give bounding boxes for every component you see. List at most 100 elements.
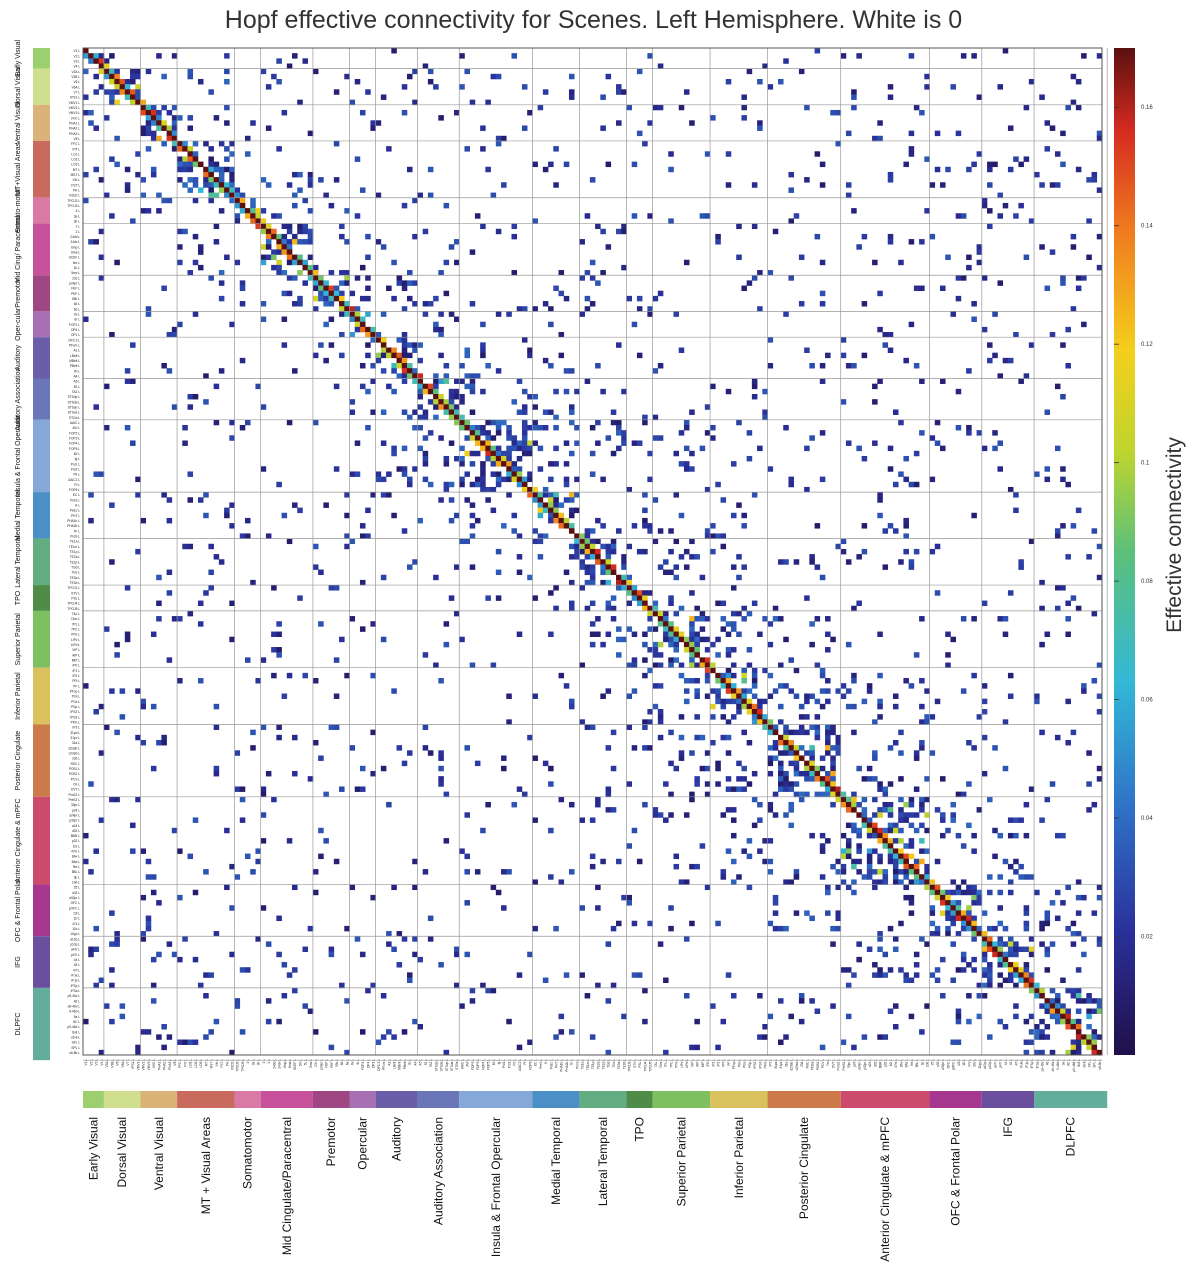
heatmap-cell (297, 270, 303, 276)
heatmap-cell (626, 843, 632, 849)
heatmap-cell (673, 641, 680, 648)
left-group-swatch (33, 104, 50, 141)
heatmap-cell (746, 853, 753, 860)
heatmap-cell (297, 259, 303, 266)
heatmap-cell (725, 652, 732, 658)
heatmap-cell (527, 951, 533, 958)
heatmap-cell (1007, 962, 1014, 968)
region-label-row: PGi L (72, 695, 80, 699)
heatmap-cell (177, 177, 183, 183)
heatmap-cell (229, 171, 235, 178)
heatmap-cell (140, 192, 147, 199)
heatmap-cell (751, 492, 758, 498)
heatmap-cell (521, 440, 528, 446)
heatmap-cell (589, 600, 596, 607)
heatmap-cell (276, 951, 282, 958)
heatmap-cell (762, 838, 768, 844)
heatmap-cell (83, 48, 89, 54)
heatmap-cell (339, 786, 345, 792)
heatmap-cell (469, 461, 476, 467)
heatmap-cell (626, 295, 632, 302)
heatmap-cell (229, 321, 235, 328)
heatmap-cell (778, 781, 784, 787)
heatmap-cell (798, 68, 805, 75)
heatmap-cell (966, 781, 972, 787)
heatmap-cell (1007, 486, 1014, 493)
heatmap-cell (1081, 275, 1087, 281)
heatmap-cell (877, 703, 883, 710)
heatmap-cell (213, 223, 220, 230)
heatmap-cell (438, 399, 444, 405)
heatmap-cell (260, 791, 267, 798)
heatmap-cell (725, 672, 732, 679)
heatmap-cell (422, 745, 429, 751)
heatmap-cell (292, 202, 298, 209)
heatmap-cell (187, 177, 194, 183)
region-label-row: STSda L (68, 400, 81, 404)
heatmap-cell (501, 450, 507, 457)
region-label-row: FEF L (71, 287, 80, 291)
heatmap-cell (694, 652, 700, 658)
heatmap-cell (93, 58, 99, 64)
heatmap-cell (830, 941, 836, 947)
heatmap-cell (940, 993, 946, 999)
heatmap-cell (584, 533, 591, 539)
heatmap-cell (553, 507, 559, 514)
heatmap-cell (730, 662, 737, 668)
heatmap-cell (224, 104, 230, 111)
region-label-col: p47r L (999, 1059, 1003, 1068)
heatmap-cell (934, 925, 941, 932)
heatmap-cell (1054, 182, 1061, 188)
heatmap-cell (861, 1034, 868, 1040)
heatmap-cell (809, 915, 815, 922)
heatmap-cell (616, 528, 622, 534)
heatmap-cell (459, 476, 465, 483)
heatmap-cell (1054, 585, 1061, 591)
heatmap-cell (845, 796, 852, 803)
heatmap-cell (171, 120, 178, 126)
heatmap-cell (224, 120, 230, 126)
heatmap-cell (1054, 383, 1061, 390)
heatmap-cell (757, 120, 763, 126)
heatmap-cell (88, 58, 94, 64)
region-label-col: pOFC L (952, 1059, 956, 1070)
heatmap-cell (255, 383, 261, 390)
region-label-col: AIP L (696, 1059, 700, 1067)
heatmap-cell (997, 466, 1004, 472)
heatmap-cell (892, 869, 899, 875)
heatmap-cell (720, 734, 727, 741)
heatmap-cell (537, 512, 544, 519)
heatmap-cell (1060, 1003, 1066, 1009)
heatmap-cell (521, 84, 528, 90)
region-label-row: Pir L (73, 473, 80, 477)
heatmap-cell (778, 78, 784, 85)
heatmap-cell (981, 936, 988, 942)
heatmap-cell (1060, 466, 1066, 472)
region-label-col: 25 L (931, 1059, 935, 1065)
heatmap-cell (778, 683, 784, 689)
heatmap-cell (203, 373, 209, 379)
heatmap-cell (845, 822, 852, 829)
heatmap-cell (940, 889, 946, 896)
heatmap-cell (992, 445, 998, 452)
heatmap-cell (506, 869, 512, 875)
heatmap-cell (1013, 1013, 1019, 1020)
heatmap-cell (93, 848, 99, 854)
region-label-col: 6mp L (283, 1059, 287, 1068)
heatmap-cell (840, 796, 847, 803)
heatmap-cell (710, 424, 716, 431)
heatmap-cell (145, 109, 152, 116)
region-label-col: 45 L (1009, 1059, 1013, 1065)
heatmap-cell (192, 177, 199, 183)
region-label-row: PHA2b L (67, 524, 80, 528)
heatmap-cell (913, 755, 920, 761)
heatmap-cell (213, 161, 220, 168)
heatmap-cell (328, 585, 335, 591)
heatmap-cell (668, 528, 674, 534)
heatmap-cell (840, 548, 847, 555)
heatmap-cell (88, 53, 94, 59)
heatmap-cell (960, 956, 967, 963)
heatmap-cell (312, 564, 319, 570)
heatmap-cell (866, 683, 873, 689)
region-label-col: OFC L (946, 1059, 950, 1069)
